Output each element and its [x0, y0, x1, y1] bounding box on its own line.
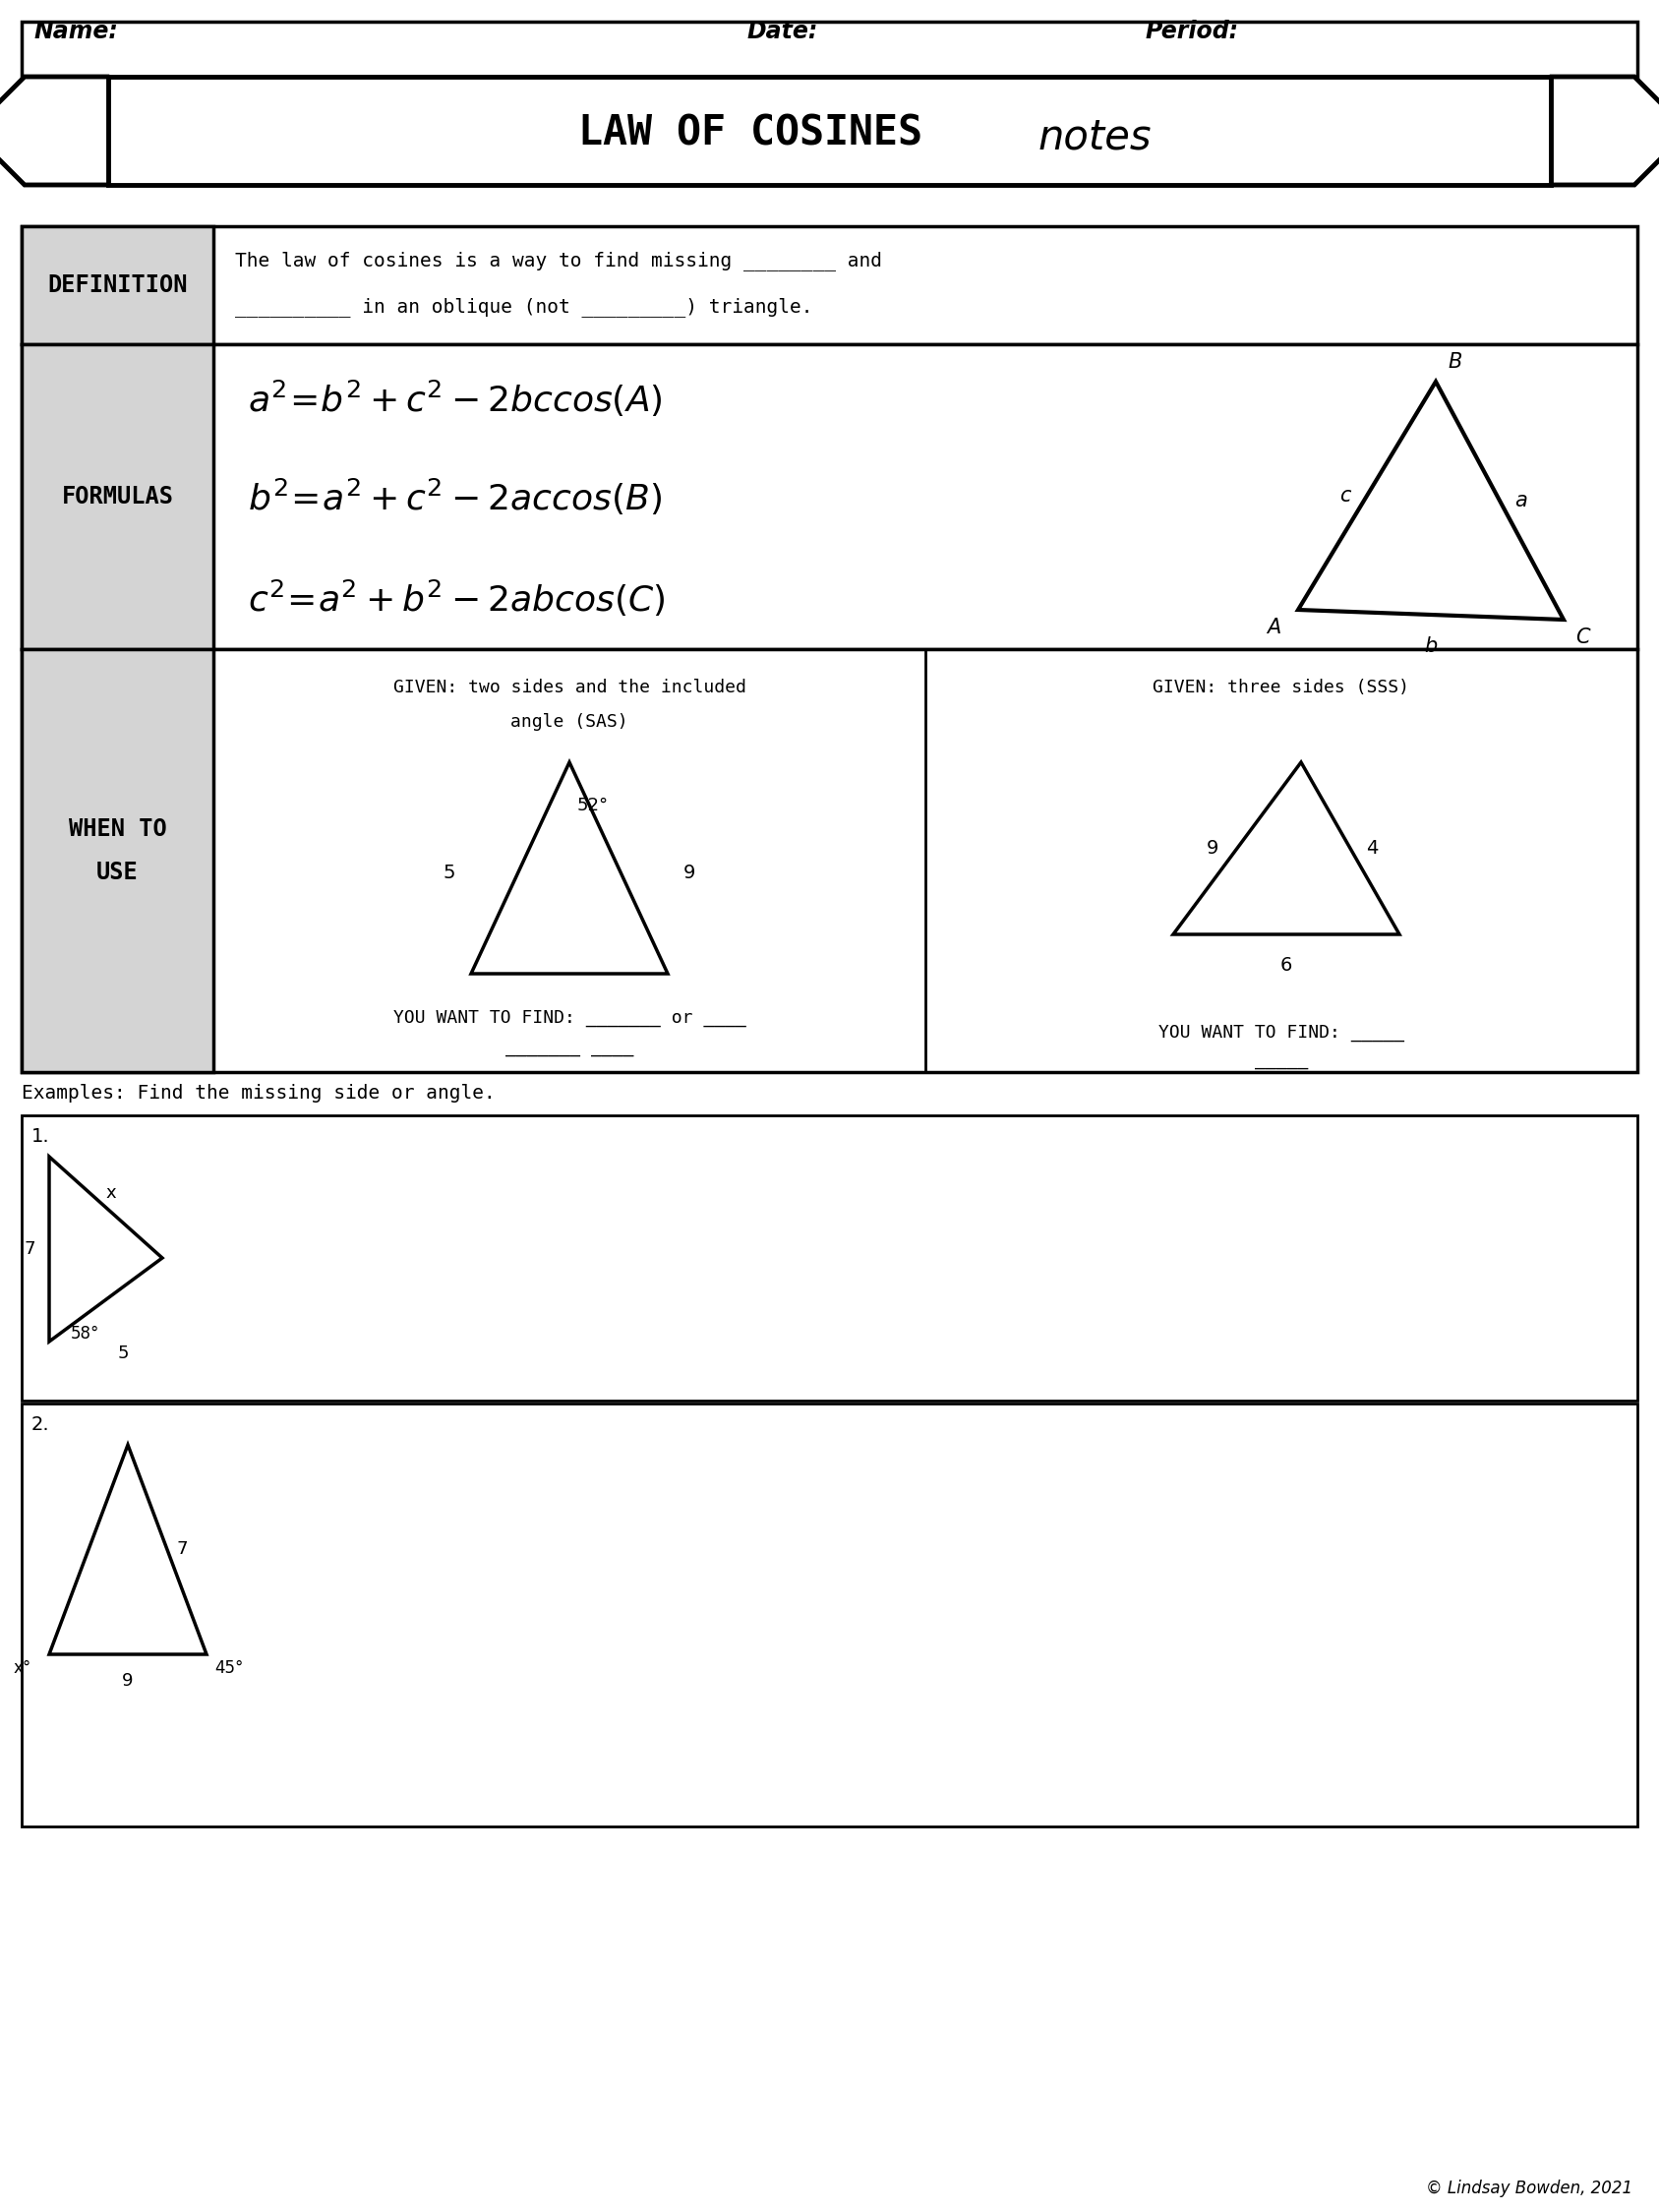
Text: Name:: Name:: [35, 20, 119, 44]
Polygon shape: [22, 648, 1637, 1073]
Text: _____: _____: [1254, 1051, 1307, 1068]
Polygon shape: [22, 226, 214, 345]
Text: 9: 9: [684, 863, 695, 883]
Polygon shape: [22, 1405, 1637, 1827]
Text: C: C: [1576, 628, 1589, 648]
Text: YOU WANT TO FIND: _______ or ____: YOU WANT TO FIND: _______ or ____: [393, 1009, 747, 1026]
Text: 52°: 52°: [577, 796, 609, 814]
Text: 9: 9: [123, 1672, 133, 1690]
Text: b: b: [1425, 637, 1437, 657]
Polygon shape: [22, 345, 214, 648]
Text: 7: 7: [23, 1241, 35, 1259]
Polygon shape: [22, 648, 214, 1073]
Text: c: c: [1339, 487, 1350, 507]
Text: 5: 5: [118, 1345, 129, 1363]
Text: 45°: 45°: [214, 1659, 244, 1677]
Polygon shape: [471, 763, 667, 973]
Polygon shape: [1297, 383, 1564, 619]
Text: x: x: [106, 1183, 116, 1201]
Text: $b^2\!=\! a^2 + c^2 - 2accos(B)$: $b^2\!=\! a^2 + c^2 - 2accos(B)$: [247, 476, 662, 518]
Text: ______________: ______________: [748, 66, 853, 80]
Text: LAW OF COSINES: LAW OF COSINES: [579, 113, 922, 155]
Text: _______: _______: [1244, 66, 1296, 80]
Text: 6: 6: [1281, 956, 1292, 975]
Text: Date:: Date:: [748, 20, 818, 44]
Text: a: a: [1515, 491, 1528, 511]
Text: Period:: Period:: [1146, 20, 1239, 44]
Text: 2.: 2.: [32, 1416, 50, 1433]
Text: A: A: [1266, 617, 1281, 637]
Text: The law of cosines is a way to find missing ________ and: The law of cosines is a way to find miss…: [236, 250, 883, 270]
Text: WHEN TO
USE: WHEN TO USE: [68, 818, 166, 885]
Text: Examples: Find the missing side or angle.: Examples: Find the missing side or angle…: [22, 1084, 496, 1102]
Text: 5: 5: [443, 863, 456, 883]
Polygon shape: [22, 22, 1637, 88]
Polygon shape: [50, 1157, 163, 1340]
Text: $c^2\!=\! a^2 + b^2 - 2abcos(C)$: $c^2\!=\! a^2 + b^2 - 2abcos(C)$: [247, 577, 665, 619]
Text: 9: 9: [1206, 838, 1219, 858]
Text: FORMULAS: FORMULAS: [61, 484, 174, 509]
Text: 58°: 58°: [71, 1325, 100, 1343]
Text: _______ ____: _______ ____: [506, 1040, 634, 1057]
Polygon shape: [22, 226, 1637, 345]
Text: $a^2\!=\! b^2 + c^2 - 2bccos(A)$: $a^2\!=\! b^2 + c^2 - 2bccos(A)$: [247, 378, 662, 418]
Polygon shape: [1496, 77, 1659, 186]
Polygon shape: [22, 345, 1637, 648]
Polygon shape: [50, 1444, 206, 1655]
Text: 4: 4: [1365, 838, 1379, 858]
Text: x°: x°: [13, 1659, 32, 1677]
Text: YOU WANT TO FIND: _____: YOU WANT TO FIND: _____: [1158, 1024, 1405, 1042]
Polygon shape: [22, 1115, 1637, 1400]
Polygon shape: [0, 77, 163, 186]
Text: notes: notes: [1039, 115, 1151, 157]
Text: GIVEN: two sides and the included: GIVEN: two sides and the included: [393, 679, 747, 697]
Text: GIVEN: three sides (SSS): GIVEN: three sides (SSS): [1153, 679, 1410, 697]
Polygon shape: [1173, 763, 1400, 933]
Text: B: B: [1448, 352, 1462, 372]
Text: DEFINITION: DEFINITION: [48, 274, 187, 296]
Text: 7: 7: [176, 1542, 187, 1559]
Text: © Lindsay Bowden, 2021: © Lindsay Bowden, 2021: [1425, 2179, 1632, 2197]
Polygon shape: [108, 77, 1551, 186]
Text: ________________________________: ________________________________: [35, 66, 274, 80]
Text: __________ in an oblique (not _________) triangle.: __________ in an oblique (not _________)…: [236, 296, 813, 316]
Text: 1.: 1.: [32, 1128, 50, 1146]
Text: angle (SAS): angle (SAS): [511, 712, 629, 730]
